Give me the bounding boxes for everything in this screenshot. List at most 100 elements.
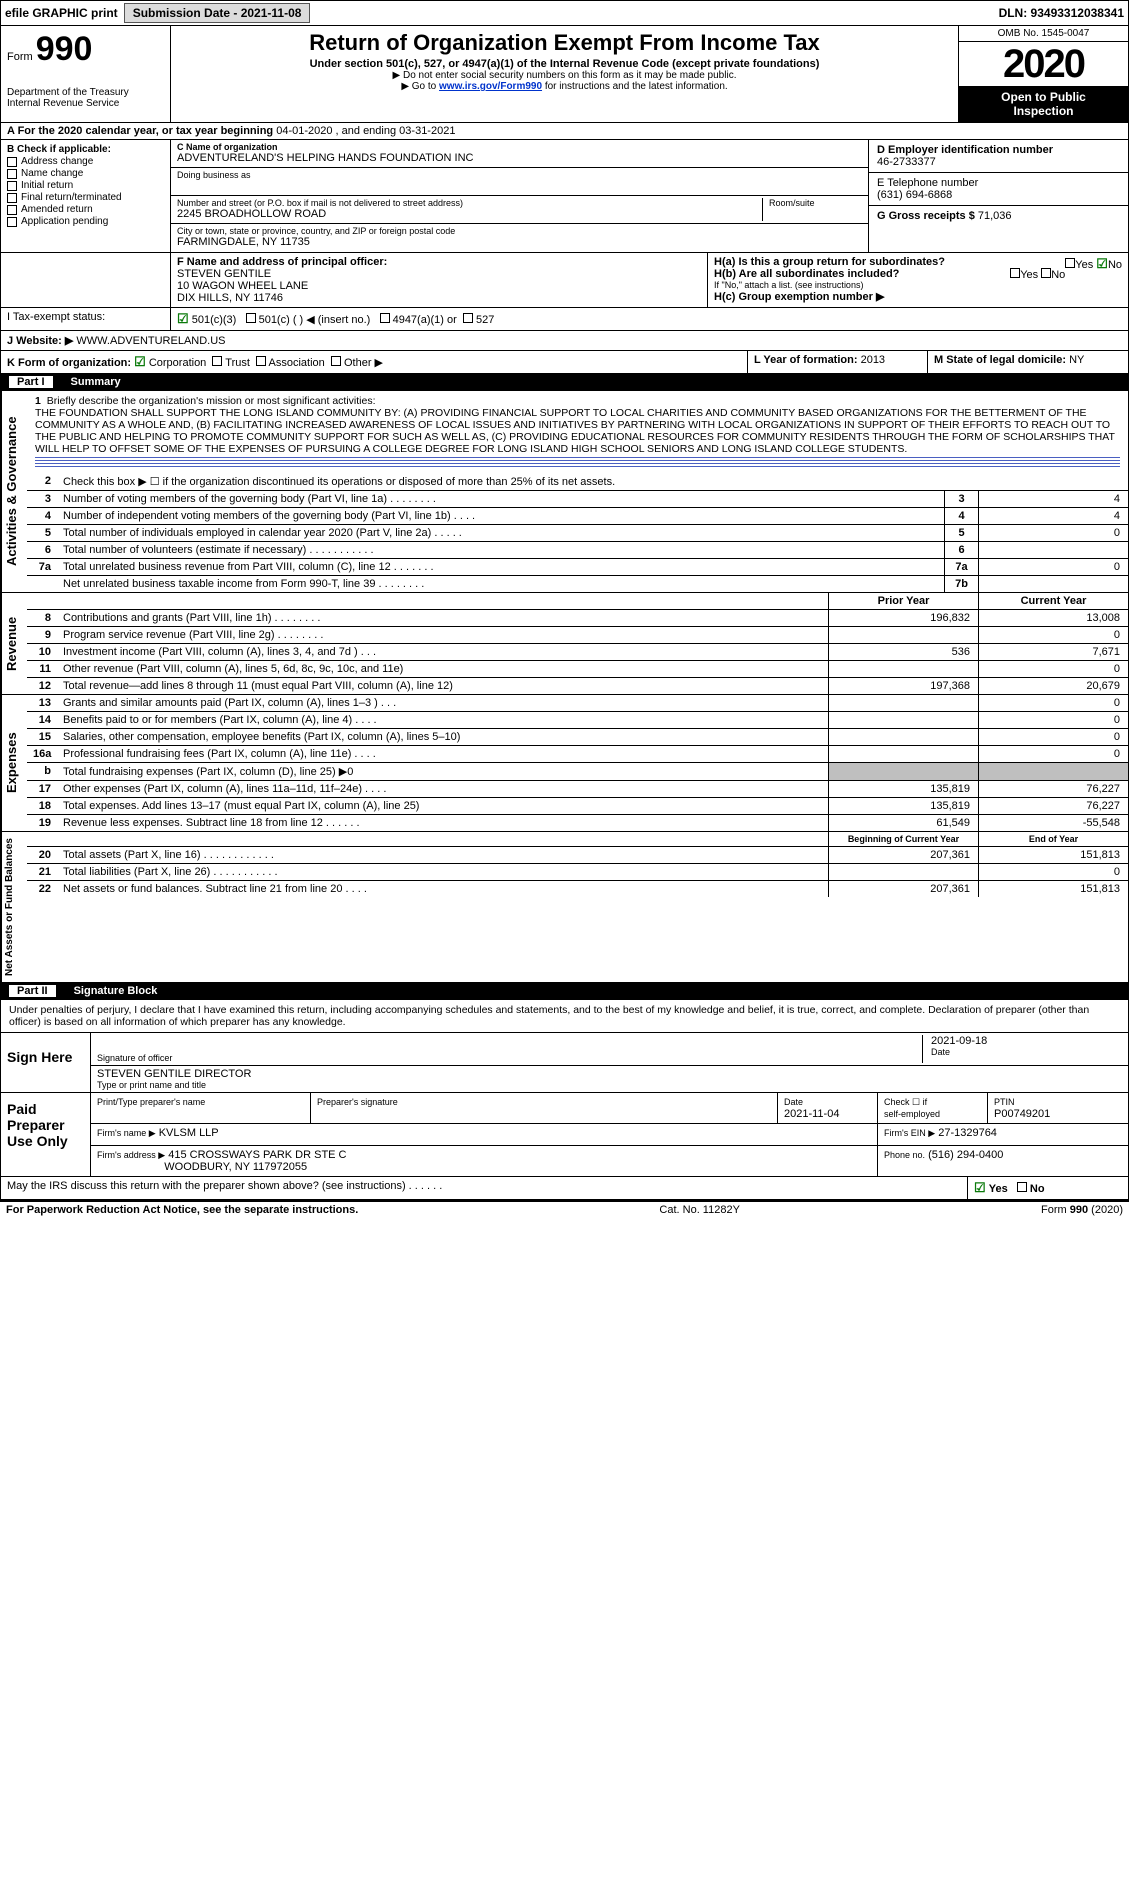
street-value: 2245 BROADHOLLOW ROAD <box>177 208 762 220</box>
dept-irs: Internal Revenue Service <box>7 98 164 109</box>
vlabel-netassets: Net Assets or Fund Balances <box>1 832 27 982</box>
chk-initial-return[interactable] <box>7 181 17 191</box>
form-header: Form 990 Department of the Treasury Inte… <box>0 26 1129 123</box>
note2-pre: ▶ Go to <box>401 81 439 92</box>
part2-title: Signature Block <box>74 985 158 997</box>
chk-501c[interactable] <box>246 313 256 323</box>
self-emp-2: self-employed <box>884 1109 940 1119</box>
hb-label: H(b) Are all subordinates included? <box>714 268 899 280</box>
room-label: Room/suite <box>769 198 862 208</box>
identity-section: B Check if applicable: Address change Na… <box>0 140 1129 253</box>
ha-yes-chk[interactable] <box>1065 258 1075 268</box>
activity-row: 6Total number of volunteers (estimate if… <box>27 542 1128 559</box>
sig-officer-label: Signature of officer <box>97 1053 922 1063</box>
hb-no-chk[interactable] <box>1041 268 1051 278</box>
year-box: OMB No. 1545-0047 2020 Open to Public In… <box>958 26 1128 122</box>
revenue-row: 10Investment income (Part VIII, column (… <box>27 644 1128 661</box>
expense-row: 19Revenue less expenses. Subtract line 1… <box>27 815 1128 831</box>
firm-label: Firm's name ▶ <box>97 1128 156 1138</box>
col-b-checkboxes: B Check if applicable: Address change Na… <box>1 140 171 252</box>
firm-phone: (516) 294-0400 <box>928 1149 1003 1161</box>
expense-row: 13Grants and similar amounts paid (Part … <box>27 695 1128 712</box>
revenue-row: 8Contributions and grants (Part VIII, li… <box>27 610 1128 627</box>
hb-no: No <box>1051 269 1065 281</box>
vlabel-activities: Activities & Governance <box>1 391 27 592</box>
activity-row: 4Number of independent voting members of… <box>27 508 1128 525</box>
line2-text: Check this box ▶ ☐ if the organization d… <box>57 473 1128 490</box>
paid-preparer-block: Paid Preparer Use Only Print/Type prepar… <box>0 1093 1129 1177</box>
submission-date-button[interactable]: Submission Date - 2021-11-08 <box>124 3 311 23</box>
period-begin: 04-01-2020 <box>276 125 332 137</box>
prep-date-label: Date <box>784 1097 803 1107</box>
expense-row: 17Other expenses (Part IX, column (A), l… <box>27 781 1128 798</box>
discuss-no-chk[interactable] <box>1017 1182 1027 1192</box>
ssn-warning: ▶ Do not enter social security numbers o… <box>181 70 948 81</box>
period-end: 03-31-2021 <box>399 125 455 137</box>
sign-here-label: Sign Here <box>1 1033 91 1092</box>
opt-trust: Trust <box>225 357 250 369</box>
opt-501c: 501(c) ( ) ◀ (insert no.) <box>259 314 371 326</box>
chk-trust[interactable] <box>212 356 222 366</box>
opt-other: Other ▶ <box>344 357 383 369</box>
discuss-text: May the IRS discuss this return with the… <box>1 1177 968 1199</box>
open-public-badge: Open to Public Inspection <box>959 86 1128 122</box>
officer-addr1: 10 WAGON WHEEL LANE <box>177 280 701 292</box>
expense-row: 18Total expenses. Add lines 13–17 (must … <box>27 798 1128 815</box>
firm-addr1: 415 CROSSWAYS PARK DR STE C <box>168 1149 346 1161</box>
sign-here-block: Sign Here Signature of officer 2021-09-1… <box>0 1033 1129 1093</box>
footer: For Paperwork Reduction Act Notice, see … <box>0 1200 1129 1218</box>
discuss-no: No <box>1030 1183 1045 1195</box>
col-c-org-info: C Name of organization ADVENTURELAND'S H… <box>171 140 868 252</box>
hc-label: H(c) Group exemption number ▶ <box>714 291 884 303</box>
phone-value: (631) 694-6868 <box>877 189 1120 201</box>
chk-527[interactable] <box>463 313 473 323</box>
form-subtitle: Under section 501(c), 527, or 4947(a)(1)… <box>181 58 948 70</box>
lbl-address-change: Address change <box>21 156 93 167</box>
chk-assoc[interactable] <box>256 356 266 366</box>
lbl-name-change: Name change <box>21 168 83 179</box>
officer-addr2: DIX HILLS, NY 11746 <box>177 292 701 304</box>
chk-final-return[interactable] <box>7 193 17 203</box>
instructions-link-row: ▶ Go to www.irs.gov/Form990 for instruct… <box>181 81 948 92</box>
part1-tab: Part I <box>9 376 53 388</box>
chk-4947[interactable] <box>380 313 390 323</box>
col-de: D Employer identification number 46-2733… <box>868 140 1128 252</box>
chk-app-pending[interactable] <box>7 217 17 227</box>
part1-title: Summary <box>71 376 121 388</box>
vlabel-revenue: Revenue <box>1 593 27 694</box>
instructions-link[interactable]: www.irs.gov/Form990 <box>439 81 542 92</box>
form-number: 990 <box>36 30 93 68</box>
dln-label: DLN: 93493312038341 <box>999 6 1124 20</box>
hb-yes-chk[interactable] <box>1010 268 1020 278</box>
prep-name-label: Print/Type preparer's name <box>97 1097 205 1107</box>
chk-amended-return[interactable] <box>7 205 17 215</box>
opt-527: 527 <box>476 314 494 326</box>
part1-header: Part I Summary <box>0 374 1129 391</box>
open2: Inspection <box>963 104 1124 118</box>
expense-row: 15Salaries, other compensation, employee… <box>27 729 1128 746</box>
gross-label: G Gross receipts $ <box>877 210 975 222</box>
chk-address-change[interactable] <box>7 157 17 167</box>
footer-mid: Cat. No. 11282Y <box>659 1204 740 1216</box>
period-mid: , and ending <box>336 125 400 137</box>
website-label: J Website: ▶ <box>7 335 73 347</box>
year-formation-value: 2013 <box>861 354 885 366</box>
chk-other[interactable] <box>331 356 341 366</box>
form-number-box: Form 990 Department of the Treasury Inte… <box>1 26 171 122</box>
paid-left: Paid Preparer Use Only <box>1 1093 91 1176</box>
revenue-row: 9Program service revenue (Part VIII, lin… <box>27 627 1128 644</box>
dept-treasury: Department of the Treasury <box>7 87 164 98</box>
note2-post: for instructions and the latest informat… <box>545 81 728 92</box>
gross-value: 71,036 <box>978 210 1012 222</box>
efile-top-bar: efile GRAPHIC print Submission Date - 20… <box>0 0 1129 26</box>
prep-date: 2021-11-04 <box>784 1108 839 1120</box>
netasset-row: 22Net assets or fund balances. Subtract … <box>27 881 1128 897</box>
city-value: FARMINGDALE, NY 11735 <box>177 236 862 248</box>
opt-4947: 4947(a)(1) or <box>393 314 457 326</box>
expense-row: bTotal fundraising expenses (Part IX, co… <box>27 763 1128 781</box>
row-i: I Tax-exempt status: ☑ 501(c)(3) 501(c) … <box>0 308 1129 331</box>
chk-name-change[interactable] <box>7 169 17 179</box>
row-f-h: F Name and address of principal officer:… <box>0 253 1129 308</box>
part2-tab: Part II <box>9 985 56 997</box>
netasset-row: 20Total assets (Part X, line 16) . . . .… <box>27 847 1128 864</box>
